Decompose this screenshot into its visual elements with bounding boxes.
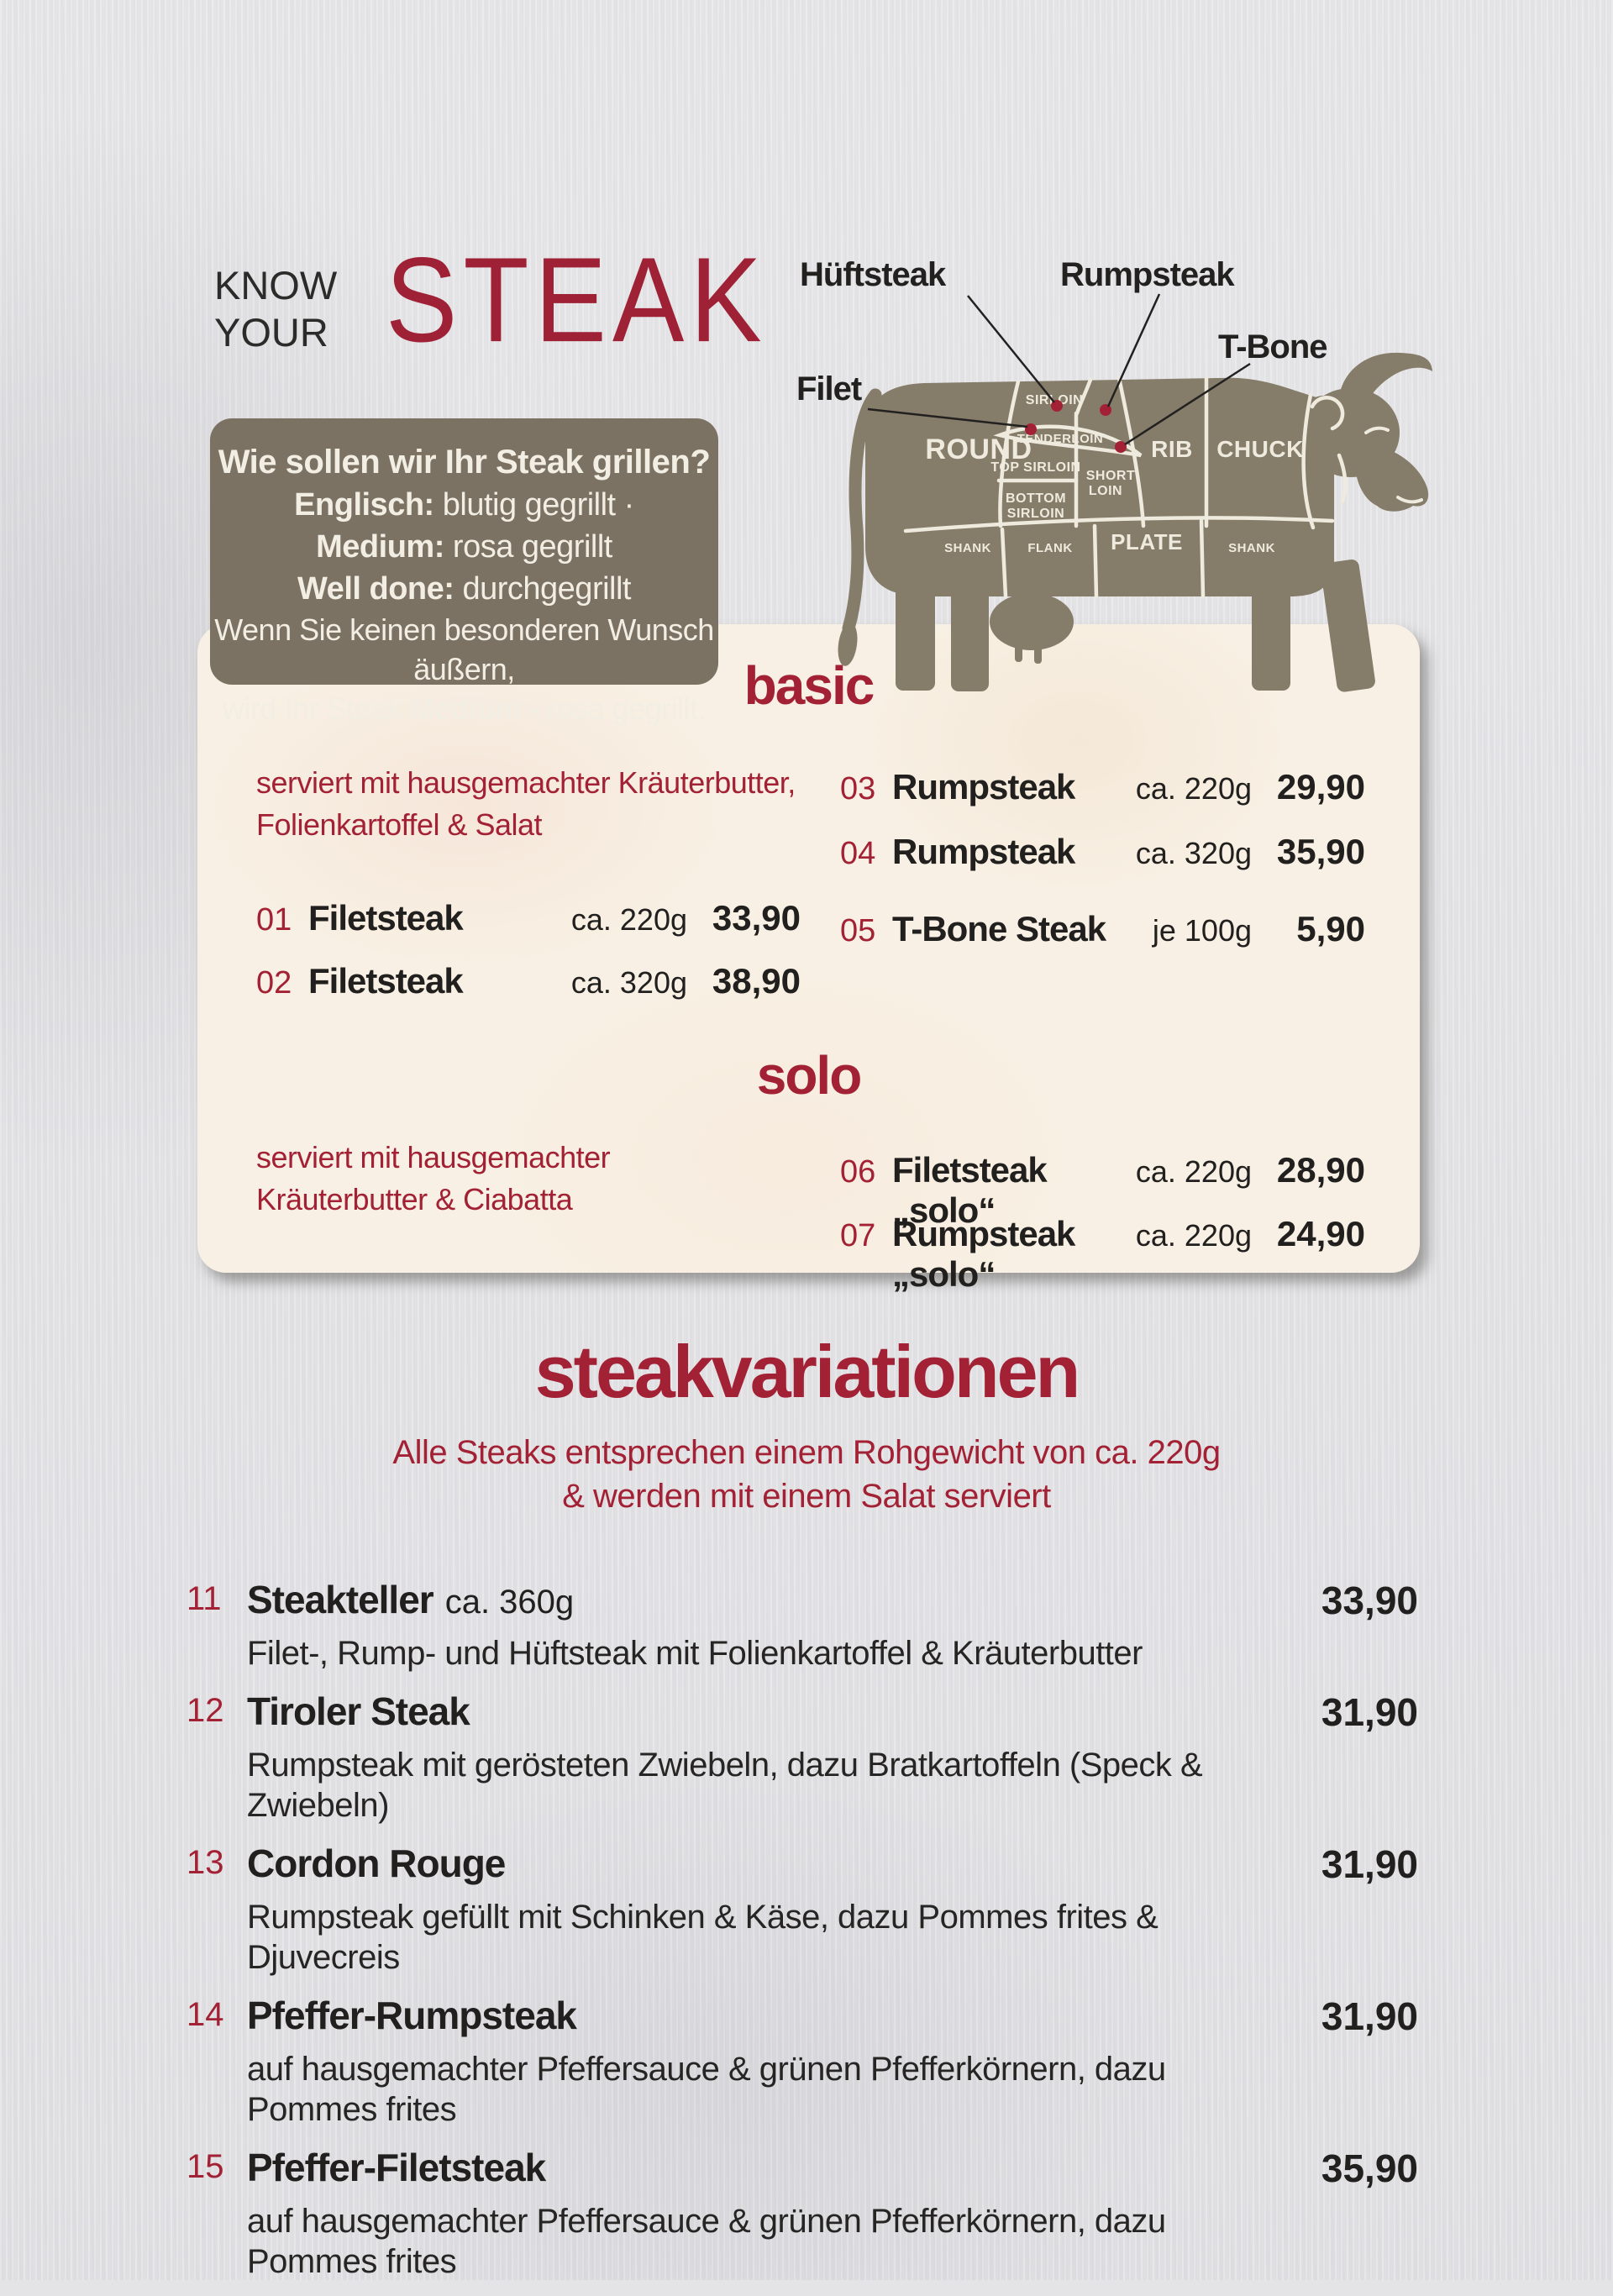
cow-illustration: ROUND SIRLOIN TENDERLOIN TOP SIRLOIN BOT…: [796, 256, 1432, 692]
marker-tbone: [1115, 441, 1127, 453]
cow-ear-line: [1310, 396, 1345, 431]
logo-line-know: KNOW: [214, 262, 338, 307]
beef-cuts-diagram: ROUND SIRLOIN TENDERLOIN TOP SIRLOIN BOT…: [781, 235, 1462, 697]
menu-item-14: 14 Pfeffer-Rumpsteak auf hausgemachter P…: [187, 1994, 1418, 2128]
logo-know-your: KNOW YOUR: [214, 262, 372, 356]
cut-sirloin: SIRLOIN: [1026, 393, 1083, 407]
marker-hueftsteak: [1051, 400, 1063, 412]
cut-rib: RIB: [1151, 436, 1193, 462]
grill-option-welldone: Well done: durchgegrillt: [297, 571, 631, 607]
basic-intro: serviert mit hausgemachter Kräuterbutter…: [256, 765, 796, 842]
variations-list: 11 Steakteller ca. 360g Filet-, Rump- und…: [187, 1576, 1418, 2296]
grill-note-line1: Wenn Sie keinen besonderen Wunsch äußern…: [214, 612, 714, 686]
cut-bottom-sirloin: SIRLOIN: [1007, 507, 1064, 521]
callout-filet: Filet: [796, 370, 862, 407]
cut-short-loin: LOIN: [1089, 484, 1122, 498]
pointer-rumpsteak: [1106, 293, 1161, 407]
marker-filet: [1025, 423, 1037, 435]
variations-section-title: steakvariationen: [534, 1330, 1081, 1413]
menu-item-05: 05 T-Bone Steak je 100g 5,90: [840, 909, 1365, 948]
cut-shank-rear: SHANK: [944, 541, 991, 555]
menu-item-06: 06 Filetsteak „solo“ ca. 220g 28,90: [840, 1150, 1365, 1230]
cut-tenderloin: TENDERLOIN: [1017, 432, 1104, 446]
basic-section-title: basic: [743, 655, 875, 716]
cut-short-loin: SHORT: [1086, 469, 1136, 483]
pointer-hueftsteak: [967, 295, 1055, 403]
menu-item-11: 11 Steakteller ca. 360g Filet-, Rump- und…: [187, 1578, 1418, 1672]
grill-note-line2: wird Ihr Steak Medium - rosa gegrillt.: [222, 691, 707, 726]
cut-bottom-sirloin: BOTTOM: [1006, 491, 1066, 506]
cut-chuck: CHUCK: [1216, 436, 1304, 462]
solo-section-title: solo: [756, 1045, 863, 1106]
cow-neck-line: [1337, 453, 1348, 504]
variations-subtitle: Alle Steaks entsprechen einem Rohgewicht…: [392, 1434, 1221, 1515]
marker-rumpsteak: [1100, 404, 1111, 416]
cut-plate: PLATE: [1111, 529, 1183, 554]
cut-flank: FLANK: [1027, 541, 1072, 555]
cow-tail: [842, 388, 882, 635]
cow-rear-leg: [951, 567, 989, 691]
solo-intro: serviert mit hausgemachter Kräuterbutter…: [256, 1140, 611, 1216]
callout-hueftsteak: Hüftsteak: [800, 256, 947, 293]
grill-info-title: Wie sollen wir Ihr Steak grillen?: [218, 444, 711, 481]
menu-item-04: 04 Rumpsteak ca. 320g 35,90: [840, 832, 1365, 871]
brand-logo: KNOW YOUR STEAK: [214, 240, 768, 360]
cow-front-leg: [1321, 559, 1375, 692]
menu-item-02: 02 Filetsteak ca. 320g 38,90: [256, 961, 801, 1001]
cut-top-sirloin: TOP SIRLOIN: [990, 460, 1080, 475]
grill-option-englisch: Englisch: blutig gegrillt ·: [294, 487, 634, 523]
menu-item-07: 07 Rumpsteak „solo“ ca. 220g 24,90: [840, 1214, 1365, 1294]
logo-word-steak: STEAK: [386, 233, 768, 368]
menu-card: basic serviert mit hausgemachter Kräuter…: [197, 624, 1420, 1294]
cow-body: [865, 377, 1334, 596]
menu-item-13: 13 Cordon Rouge Rumpsteak gefüllt mit Sc…: [187, 1842, 1418, 1976]
cow-muzzle: [1355, 445, 1429, 512]
menu-item-15: 15 Pfeffer-Filetsteak auf hausgemachter …: [187, 2146, 1418, 2280]
callout-tbone: T-Bone: [1218, 328, 1327, 365]
menu-item-03: 03 Rumpsteak ca. 220g 29,90: [840, 767, 1365, 806]
grill-option-medium: Medium: rosa gegrillt: [316, 529, 612, 565]
cow-udder: [990, 593, 1074, 650]
pointer-filet: [867, 407, 1028, 428]
logo-line-your: YOUR: [214, 309, 328, 355]
menu-item-12: 12 Tiroler Steak Rumpsteak mit geröstete…: [187, 1689, 1418, 1824]
grill-info-box: Wie sollen wir Ihr Steak grillen? Englis…: [210, 418, 718, 726]
callout-rumpsteak: Rumpsteak: [1060, 256, 1235, 293]
menu-item-01: 01 Filetsteak ca. 220g 33,90: [256, 898, 801, 938]
pointer-tbone: [1124, 362, 1251, 446]
cow-horn: [1339, 352, 1432, 403]
cut-shank-front: SHANK: [1228, 541, 1275, 555]
cut-round: ROUND: [925, 433, 1032, 465]
cow-mouth: [1396, 496, 1423, 504]
cow-eye: [1364, 426, 1390, 434]
